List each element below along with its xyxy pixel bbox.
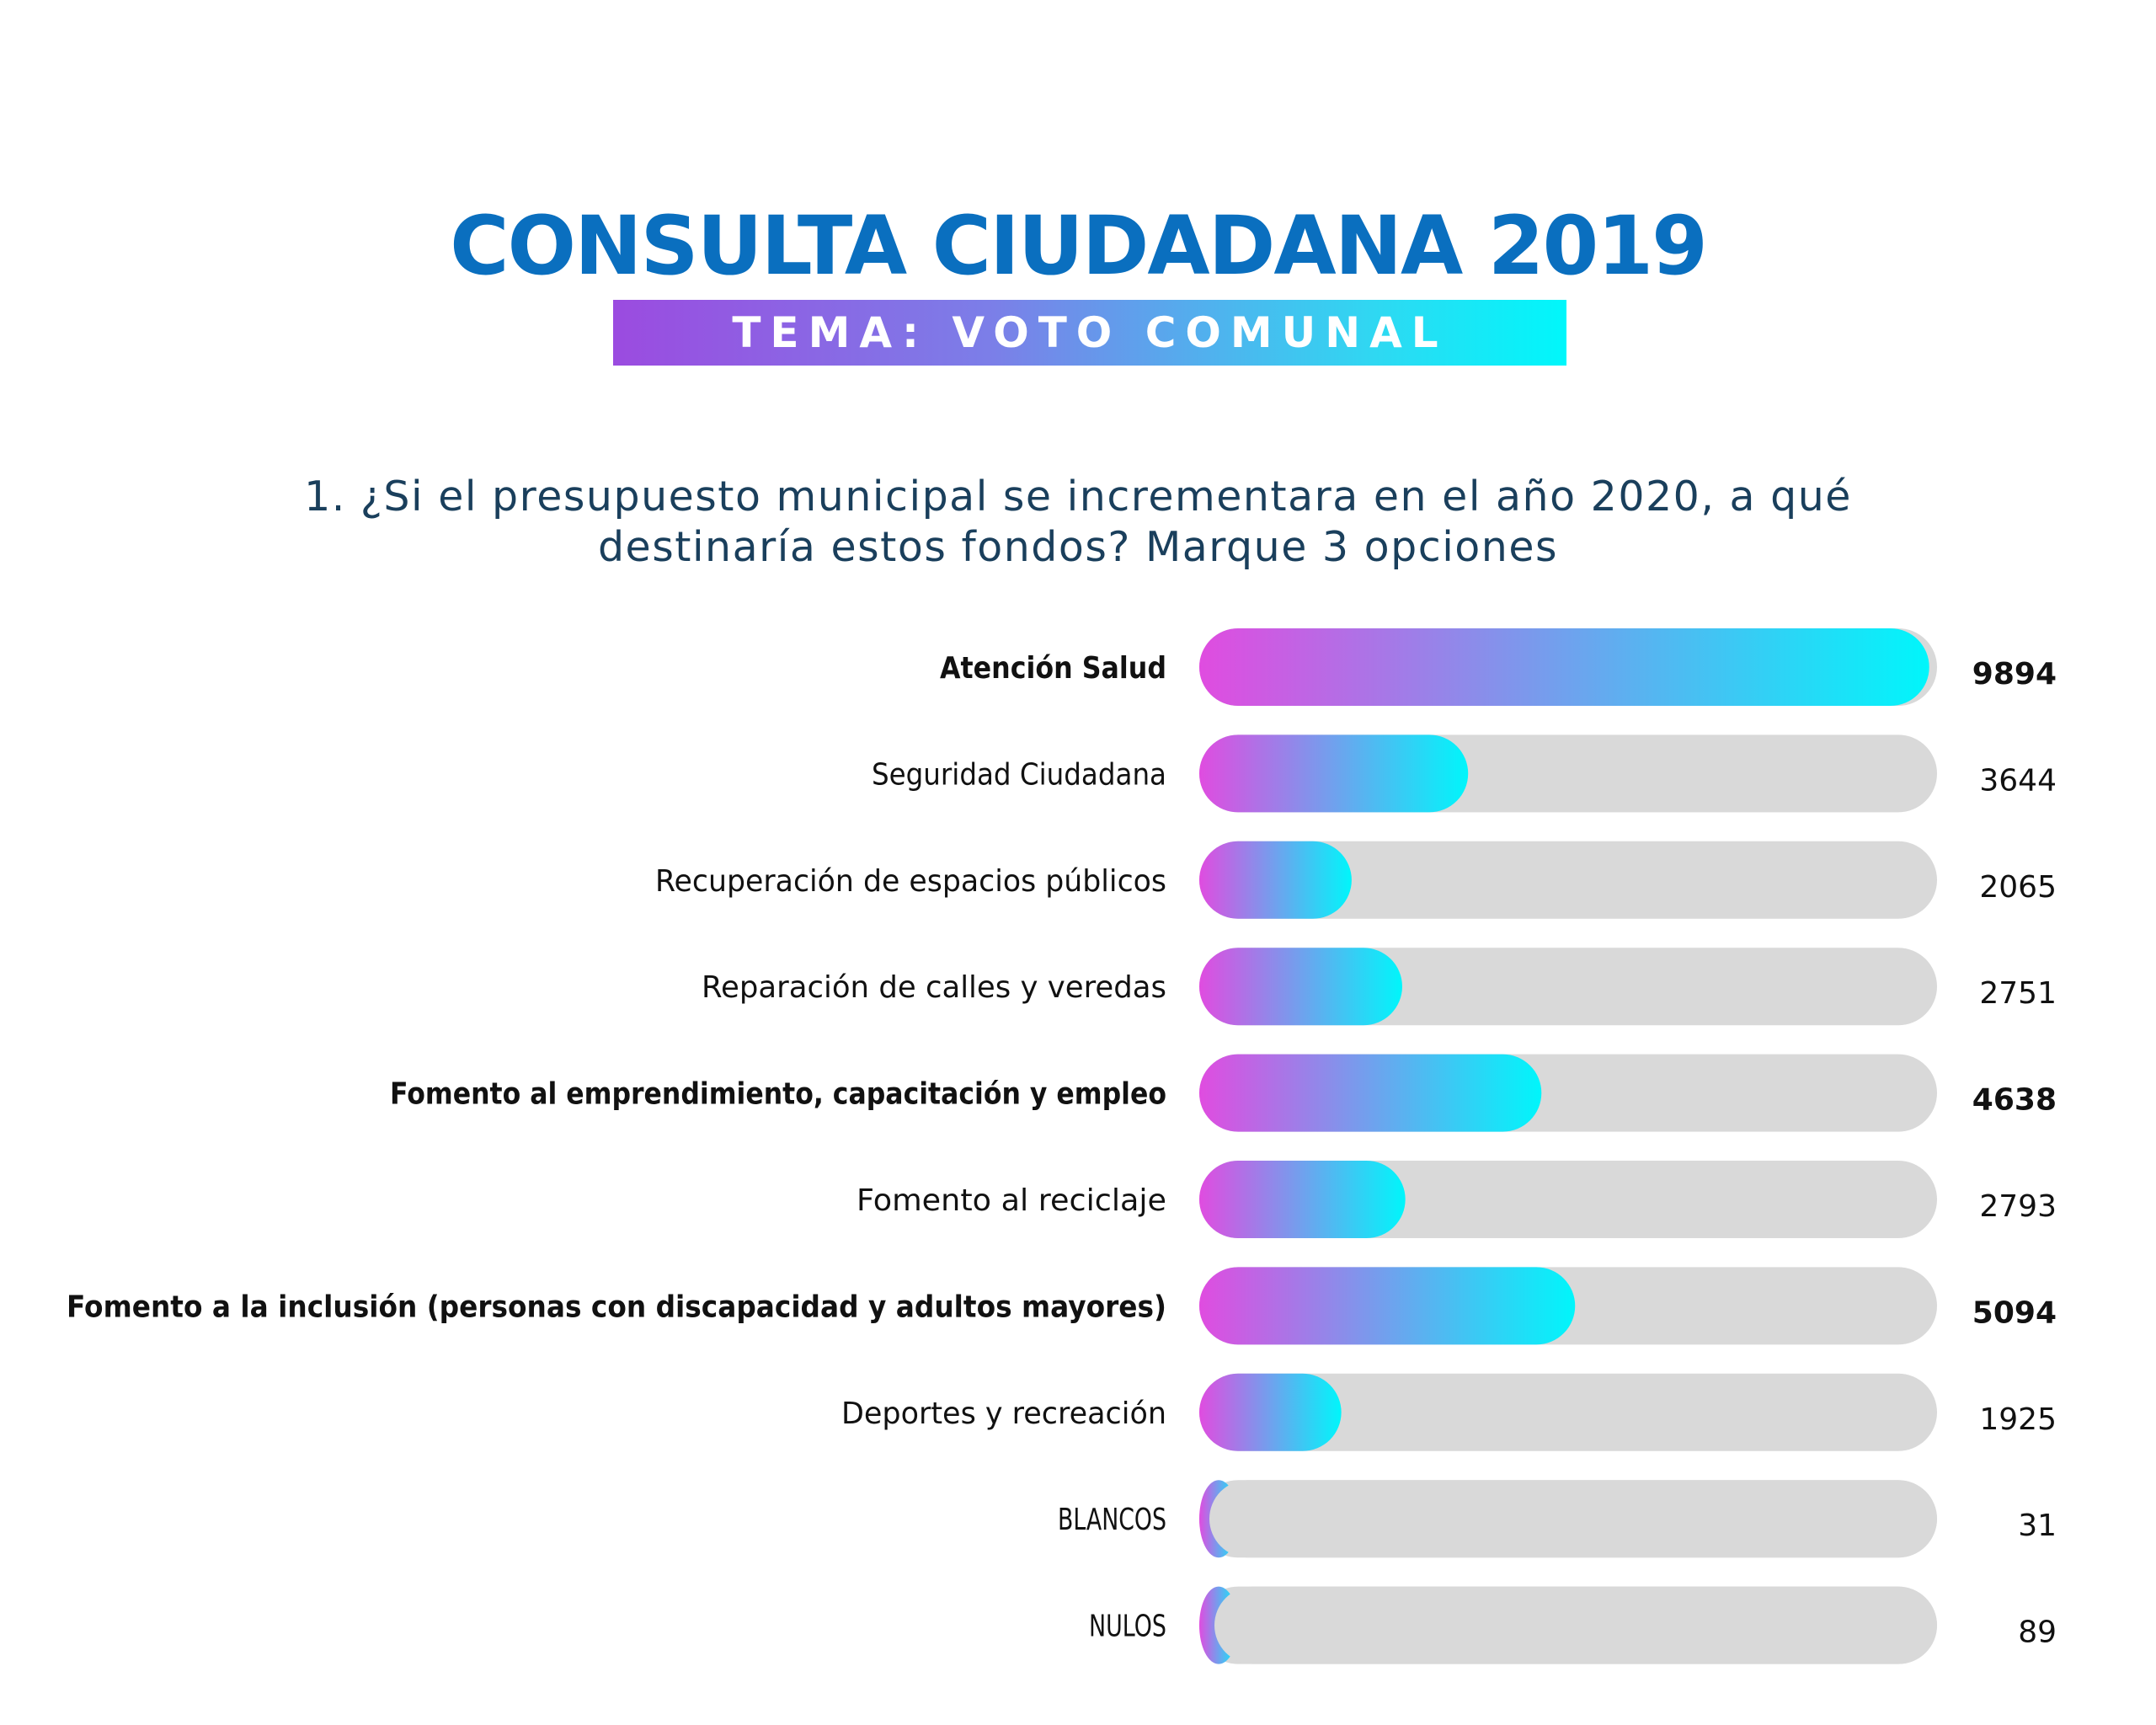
bar (1199, 1054, 1542, 1132)
category-label: Fomento al emprendimiento, capacitación … (390, 1077, 1166, 1112)
bar-track-overlay (1214, 1586, 1937, 1664)
value-label: 31 (2018, 1509, 2057, 1543)
bar-track (1199, 1373, 1937, 1451)
category-label: Atención Salud (940, 651, 1166, 686)
bar-track (1199, 841, 1937, 919)
bar (1199, 1161, 1406, 1238)
category-label: NULOS (1089, 1610, 1166, 1644)
category-label: Recuperación de espacios públicos (655, 864, 1166, 899)
value-label: 9894 (1972, 657, 2057, 692)
category-label: Seguridad Ciudadana (872, 757, 1166, 792)
subtitle-banner: TEMA: VOTO COMUNAL (613, 300, 1566, 366)
category-label: BLANCOS (1058, 1503, 1166, 1537)
bar (1199, 841, 1352, 919)
category-label: Fomento a la inclusión (personas con dis… (67, 1290, 1166, 1324)
value-label: 2751 (1979, 976, 2057, 1011)
category-label: Fomento al reciclaje (857, 1183, 1166, 1218)
bar (1199, 1267, 1576, 1345)
value-label: 4638 (1972, 1083, 2057, 1118)
category-label: Reparación de calles y veredas (702, 970, 1166, 1005)
bar (1199, 734, 1469, 813)
value-label: 2065 (1979, 870, 2057, 905)
question-text: 1. ¿Si el presupuesto municipal se incre… (253, 472, 1903, 573)
bar (1199, 628, 1929, 706)
question-line-2: destinaría estos fondos? Marque 3 opcion… (597, 523, 1559, 571)
category-label: Deportes y recreación (841, 1397, 1166, 1431)
question-line-1: 1. ¿Si el presupuesto municipal se incre… (304, 473, 1852, 521)
bar (1199, 1373, 1342, 1451)
bar (1199, 948, 1402, 1026)
value-label: 5094 (1972, 1295, 2057, 1330)
page-title: CONSULTA CIUDADANA 2019 (450, 199, 1708, 293)
value-label: 1925 (1979, 1402, 2057, 1437)
value-label: 3644 (1979, 763, 2057, 798)
value-label: 2793 (1979, 1189, 2057, 1224)
value-label: 89 (2018, 1616, 2057, 1650)
bar-track-overlay (1209, 1480, 1937, 1558)
subtitle-text: TEMA: VOTO COMUNAL (732, 308, 1448, 357)
